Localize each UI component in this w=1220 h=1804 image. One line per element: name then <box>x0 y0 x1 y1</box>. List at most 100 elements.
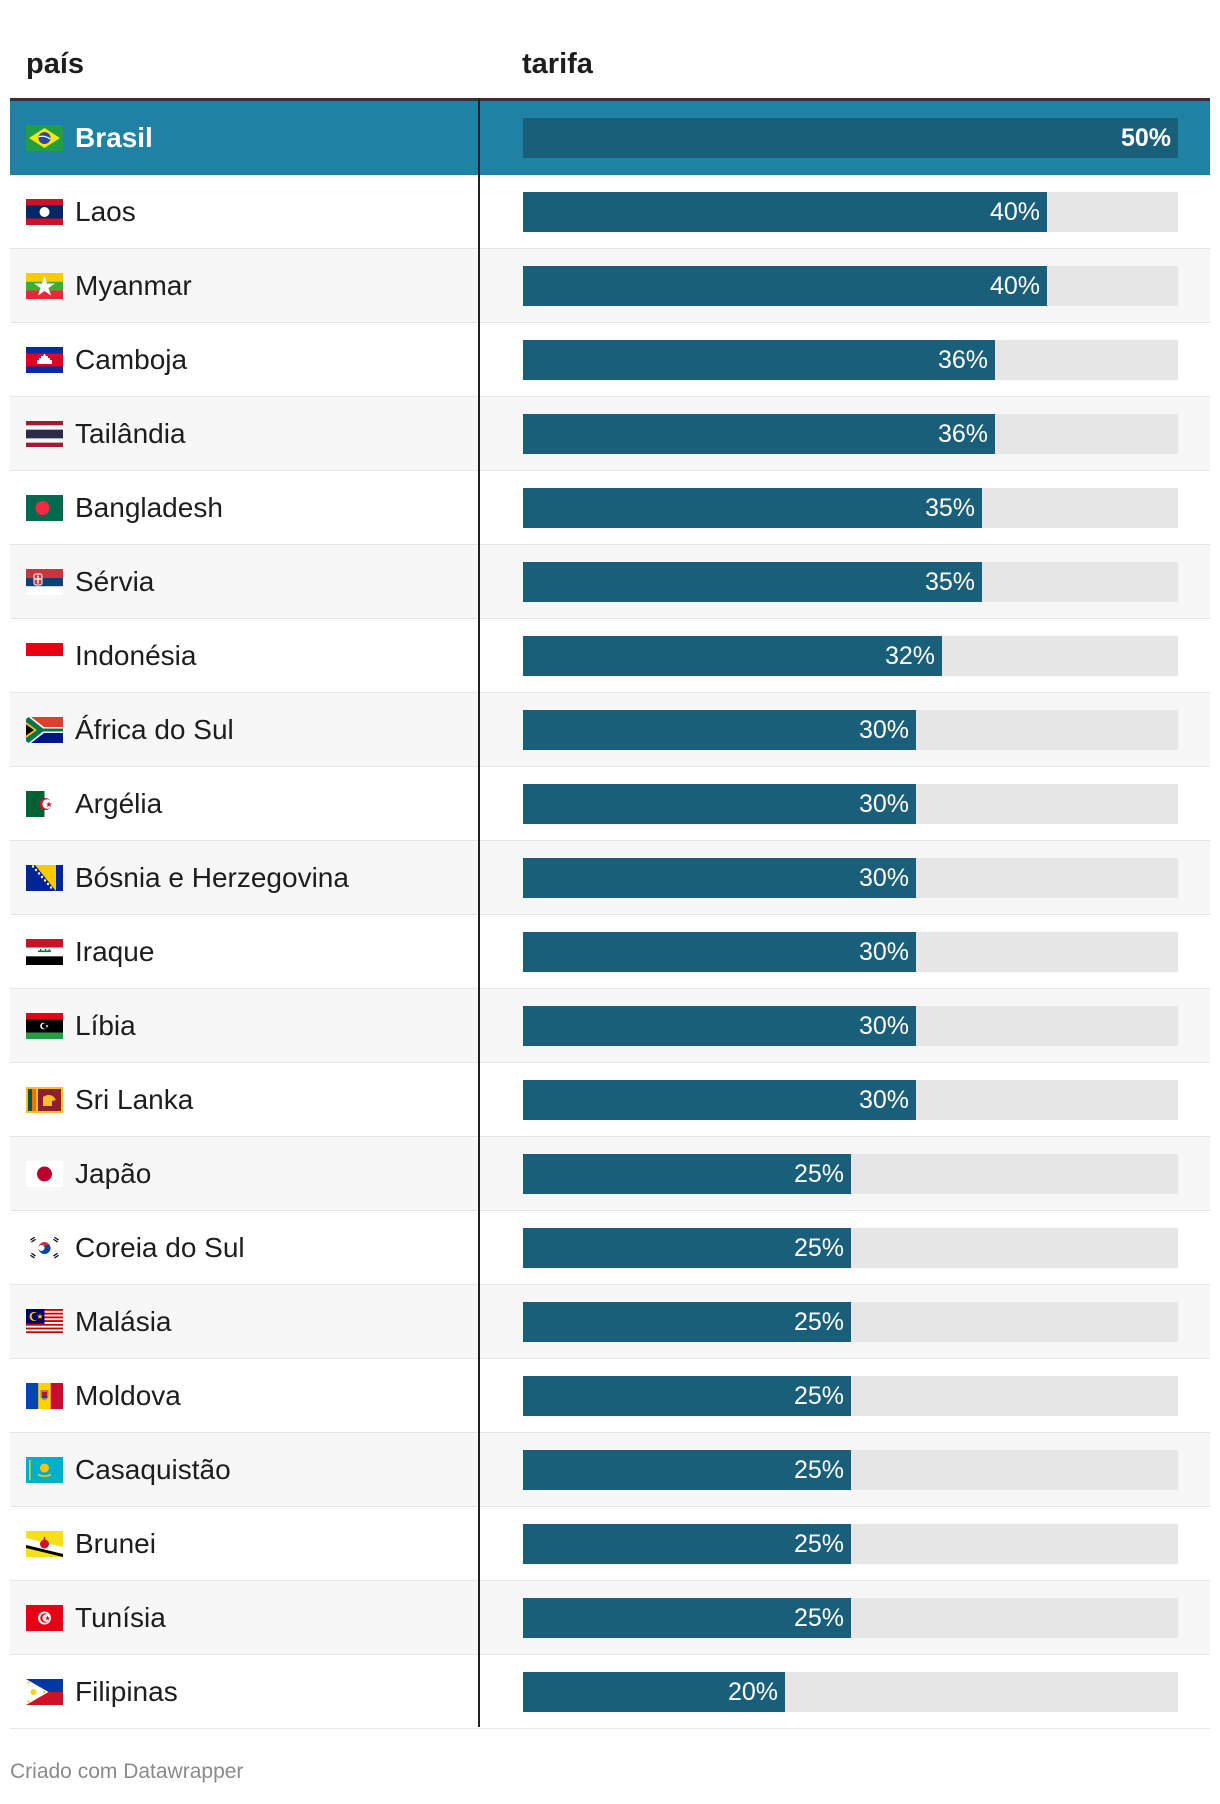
bar-track: 50% <box>523 118 1178 158</box>
table-row-filipinas[interactable]: Filipinas 20% <box>10 1655 1210 1729</box>
country-name: África do Sul <box>75 714 234 745</box>
table-row-argelia[interactable]: Argélia 30% <box>10 767 1210 841</box>
country-name: Brasil <box>75 122 153 153</box>
tariff-bar[interactable]: 35% <box>523 562 982 602</box>
table-row-tailandia[interactable]: Tailândia 36% <box>10 397 1210 471</box>
bar-track: 35% <box>523 562 1178 602</box>
tariff-value-label: 30% <box>858 938 909 966</box>
bar-track: 36% <box>523 340 1178 380</box>
thailand-flag-icon <box>26 421 63 447</box>
country-name: Camboja <box>75 344 188 375</box>
country-name: Filipinas <box>75 1676 178 1707</box>
country-name: Japão <box>75 1158 152 1189</box>
table-row-moldova[interactable]: Moldova 25% <box>10 1359 1210 1433</box>
table-row-africa-do-sul[interactable]: África do Sul 30% <box>10 693 1210 767</box>
table-row-servia[interactable]: Sérvia 35% <box>10 545 1210 619</box>
table-row-iraque[interactable]: Iraque 30% <box>10 915 1210 989</box>
table-row-libia[interactable]: Líbia 30% <box>10 989 1210 1063</box>
south-africa-flag-icon <box>26 717 63 743</box>
algeria-flag-icon <box>26 791 63 817</box>
table-row-coreia-do-sul[interactable]: Coreia do Sul 25% <box>10 1211 1210 1285</box>
table-row-japao[interactable]: Japão 25% <box>10 1137 1210 1211</box>
table-row-camboja[interactable]: Camboja 36% <box>10 323 1210 397</box>
tariff-value-label: 30% <box>858 1086 909 1114</box>
column-header-country[interactable]: país <box>26 48 85 80</box>
country-name: Bangladesh <box>75 492 223 523</box>
libya-flag-icon <box>26 1013 63 1039</box>
tariff-bar[interactable]: 40% <box>523 192 1047 232</box>
table-row-tunisia[interactable]: Tunísia 25% <box>10 1581 1210 1655</box>
table-row-malasia[interactable]: Malásia 25% <box>10 1285 1210 1359</box>
tariff-value-label: 35% <box>924 494 975 522</box>
country-name: Myanmar <box>75 270 192 301</box>
tariff-bar[interactable]: 36% <box>523 414 995 454</box>
table-row-laos[interactable]: Laos 40% <box>10 175 1210 249</box>
tariff-bar[interactable]: 30% <box>523 858 916 898</box>
country-name: Líbia <box>75 1010 136 1041</box>
tariff-bar[interactable]: 30% <box>523 784 916 824</box>
bar-track: 32% <box>523 636 1178 676</box>
table-row-brasil[interactable]: Brasil 50% <box>10 101 1210 175</box>
cambodia-flag-icon <box>26 347 63 373</box>
table-row-indonesia[interactable]: Indonésia 32% <box>10 619 1210 693</box>
tariff-bar[interactable]: 25% <box>523 1598 851 1638</box>
bar-track: 25% <box>523 1450 1178 1490</box>
country-name: Sri Lanka <box>75 1084 194 1115</box>
column-divider <box>478 98 480 1727</box>
brazil-flag-icon <box>26 125 63 151</box>
laos-flag-icon <box>26 199 63 225</box>
bar-track: 40% <box>523 266 1178 306</box>
country-name: Sérvia <box>75 566 155 597</box>
serbia-flag-icon <box>26 569 63 595</box>
tariff-bar[interactable]: 20% <box>523 1672 785 1712</box>
myanmar-flag-icon <box>26 273 63 299</box>
footer-credit[interactable]: Criado com Datawrapper <box>10 1760 244 1783</box>
brunei-flag-icon <box>26 1531 63 1557</box>
tariff-table: país tarifa Brasil 50% Laos 40% Myanmar 40% Ca… <box>10 36 1210 1729</box>
indonesia-flag-icon <box>26 643 63 669</box>
tariff-value-label: 25% <box>793 1308 844 1336</box>
bar-track: 35% <box>523 488 1178 528</box>
column-header-tariff[interactable]: tarifa <box>522 48 593 80</box>
tariff-bar[interactable]: 25% <box>523 1376 851 1416</box>
bar-track: 25% <box>523 1524 1178 1564</box>
tariff-bar[interactable]: 30% <box>523 1006 916 1046</box>
bar-track: 36% <box>523 414 1178 454</box>
table-row-casaquistao[interactable]: Casaquistão 25% <box>10 1433 1210 1507</box>
table-row-bangladesh[interactable]: Bangladesh 35% <box>10 471 1210 545</box>
tariff-bar[interactable]: 25% <box>523 1154 851 1194</box>
table-row-bosnia-e-herzegovina[interactable]: Bósnia e Herzegovina 30% <box>10 841 1210 915</box>
country-name: Malásia <box>75 1306 172 1337</box>
tariff-value-label: 36% <box>937 346 988 374</box>
table-header: país tarifa <box>10 36 1210 101</box>
country-name: Tailândia <box>75 418 186 449</box>
tariff-bar[interactable]: 25% <box>523 1450 851 1490</box>
country-name: Moldova <box>75 1380 181 1411</box>
tariff-bar[interactable]: 36% <box>523 340 995 380</box>
philippines-flag-icon <box>26 1679 63 1705</box>
tariff-value-label: 25% <box>793 1604 844 1632</box>
tariff-bar[interactable]: 35% <box>523 488 982 528</box>
tariff-bar[interactable]: 30% <box>523 710 916 750</box>
tariff-bar[interactable]: 40% <box>523 266 1047 306</box>
bar-track: 30% <box>523 784 1178 824</box>
tariff-bar[interactable]: 25% <box>523 1524 851 1564</box>
table-row-myanmar[interactable]: Myanmar 40% <box>10 249 1210 323</box>
tariff-bar[interactable]: 32% <box>523 636 942 676</box>
tariff-bar[interactable]: 30% <box>523 1080 916 1120</box>
country-name: Brunei <box>75 1528 156 1559</box>
bar-track: 25% <box>523 1376 1178 1416</box>
tariff-bar[interactable]: 25% <box>523 1302 851 1342</box>
tariff-value-label: 25% <box>793 1382 844 1410</box>
table-row-sri-lanka[interactable]: Sri Lanka 30% <box>10 1063 1210 1137</box>
south-korea-flag-icon <box>26 1235 63 1261</box>
bar-track: 30% <box>523 710 1178 750</box>
tariff-bar[interactable]: 50% <box>523 118 1178 158</box>
tariff-value-label: 25% <box>793 1530 844 1558</box>
tariff-bar[interactable]: 30% <box>523 932 916 972</box>
tariff-bar[interactable]: 25% <box>523 1228 851 1268</box>
tariff-value-label: 50% <box>1120 124 1171 152</box>
tariff-value-label: 25% <box>793 1160 844 1188</box>
table-row-brunei[interactable]: Brunei 25% <box>10 1507 1210 1581</box>
tariff-value-label: 40% <box>989 272 1040 300</box>
